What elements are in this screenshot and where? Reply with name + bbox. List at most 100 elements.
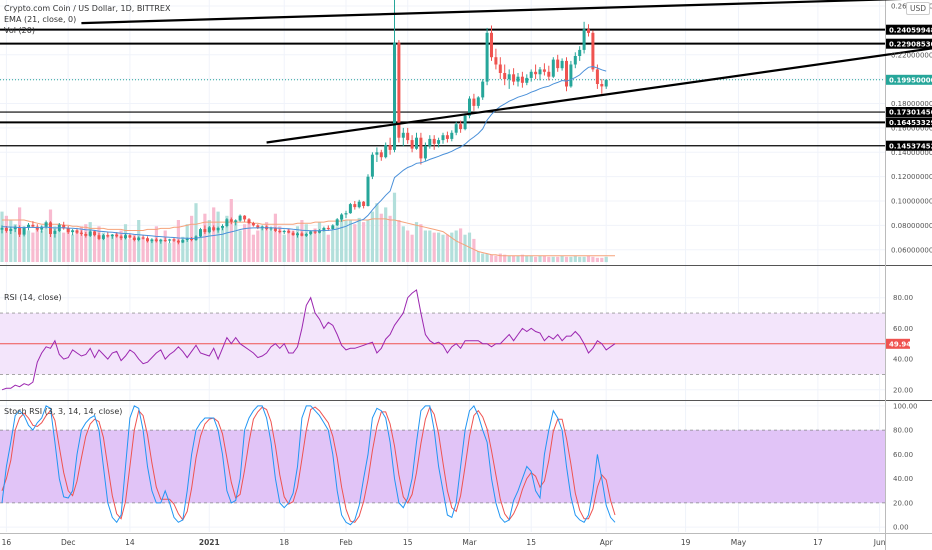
volume-bar	[278, 226, 282, 262]
candle-body	[49, 222, 52, 234]
volume-bar	[322, 230, 326, 262]
candle-body	[243, 215, 247, 220]
volume-bar	[243, 224, 247, 262]
candle-body	[335, 219, 339, 226]
horizontal-levels-layer	[0, 28, 885, 147]
candle-body	[313, 231, 317, 233]
candle-body	[340, 214, 344, 220]
candle-body	[459, 124, 463, 130]
price-tick-label: 0.08000000	[891, 222, 932, 230]
volume-bar	[441, 234, 445, 262]
volume-bar	[525, 255, 529, 262]
volume-bar	[84, 224, 88, 262]
volume-bar	[586, 255, 591, 262]
volume-bar	[300, 220, 304, 262]
candle-body	[27, 224, 30, 228]
volume-bar	[428, 230, 432, 262]
candle-body	[251, 223, 255, 226]
candle-body	[348, 204, 352, 214]
level-price-tag: 0.14537452	[889, 142, 932, 150]
candle-body	[115, 234, 119, 237]
candle-body	[512, 74, 516, 82]
candle-body	[88, 231, 92, 236]
candle-body	[393, 42, 396, 150]
volume-bar	[335, 226, 339, 262]
last-price-tag: 0.19950000	[889, 76, 932, 84]
volume-bar	[53, 226, 57, 262]
candle-body	[534, 71, 538, 75]
candle-body	[507, 74, 511, 80]
ema-line	[1, 65, 607, 239]
candle-body	[93, 231, 97, 236]
candle-body	[282, 230, 286, 233]
candle-body	[476, 97, 480, 106]
volume-bar	[0, 211, 4, 262]
rsi-layer	[0, 289, 885, 391]
volume-bar	[547, 256, 551, 263]
candle-body	[463, 115, 467, 130]
candle-body	[485, 32, 489, 82]
candle-body	[304, 234, 308, 236]
candle-body	[31, 224, 35, 227]
candle-body	[296, 233, 299, 236]
volume-bar	[423, 230, 427, 262]
volume-bar	[419, 224, 423, 262]
candle-body	[591, 32, 595, 70]
volume-bar	[569, 256, 573, 263]
volume-bar	[560, 255, 564, 262]
volume-bar	[564, 256, 569, 263]
level-price-tag: 0.24059948	[889, 26, 932, 34]
indicator-lines-layer	[1, 0, 932, 239]
volume-bar	[498, 253, 502, 262]
volume-bar	[216, 211, 220, 262]
volume-bar	[119, 230, 123, 262]
currency-button[interactable]: USD	[905, 2, 930, 15]
volume-bar	[145, 241, 150, 262]
candle-body	[203, 229, 207, 233]
stoch-tick-label: 80.00	[893, 427, 913, 435]
volume-bar	[366, 220, 370, 262]
candle-body	[256, 225, 260, 228]
candle-body	[106, 235, 110, 237]
volume-bar	[295, 226, 300, 262]
volume-bar	[529, 255, 533, 262]
volume-bar	[110, 236, 114, 262]
volume-bar	[379, 213, 383, 262]
candle-body	[322, 227, 326, 231]
volume-bar	[4, 215, 8, 262]
candle-body	[273, 228, 277, 231]
volume-bar	[57, 230, 61, 262]
volume-bar	[317, 222, 322, 262]
candle-body	[432, 138, 436, 144]
volume-bar	[348, 220, 352, 262]
volume-bar	[494, 255, 498, 262]
volume-bar	[313, 228, 317, 262]
stoch-tick-label: 0.00	[893, 524, 909, 532]
stoch-d-line	[1, 405, 616, 523]
volume-bar	[472, 238, 476, 262]
candle-body	[353, 204, 357, 208]
axes-layer: 0.06000000 0.08000000 0.10000000 0.12000000…	[2, 3, 932, 547]
candle-body	[207, 227, 211, 233]
candle-body	[66, 228, 70, 233]
stoch-tick-label: 100.00	[893, 402, 918, 410]
candle-body	[587, 29, 590, 33]
volume-bar	[172, 238, 176, 262]
candle-body	[225, 219, 229, 226]
volume-bar	[185, 224, 189, 262]
candle-body	[75, 230, 79, 233]
volume-bar	[485, 253, 489, 262]
volume-bar	[291, 230, 295, 262]
candle-body	[172, 239, 176, 241]
volume-bar	[123, 224, 128, 262]
candle-body	[437, 140, 441, 144]
stoch-tick-label: 60.00	[893, 451, 913, 459]
candle-body	[216, 227, 220, 231]
volume-bar	[450, 232, 454, 262]
volume-bar	[370, 211, 374, 262]
volume-bar	[600, 257, 604, 262]
price-tick-label: 0.18000000	[891, 100, 932, 108]
volume-bar	[256, 230, 260, 262]
volume-bar	[265, 222, 269, 262]
time-tick-label: Feb	[339, 538, 353, 547]
